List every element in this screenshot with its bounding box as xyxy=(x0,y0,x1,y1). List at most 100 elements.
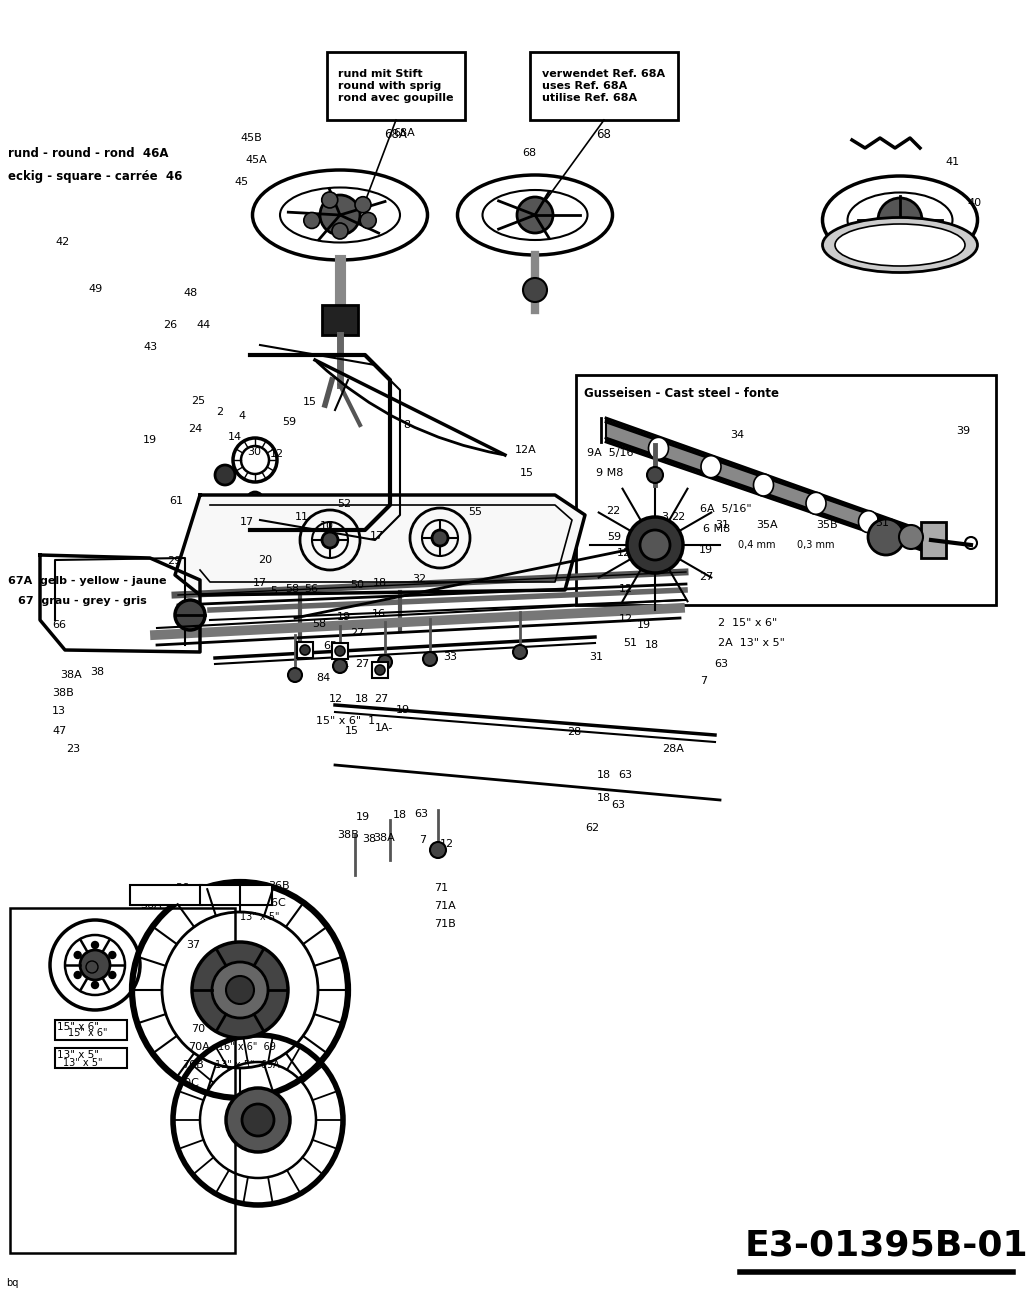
Circle shape xyxy=(423,652,437,666)
Text: 12: 12 xyxy=(329,695,343,704)
Circle shape xyxy=(333,658,347,673)
Text: 7: 7 xyxy=(419,835,426,846)
Circle shape xyxy=(192,942,288,1038)
Text: 63: 63 xyxy=(414,809,428,818)
Text: 70: 70 xyxy=(191,1024,205,1034)
Ellipse shape xyxy=(823,217,977,272)
Text: 40: 40 xyxy=(967,198,981,208)
Circle shape xyxy=(74,951,82,958)
Text: 0,4 mm: 0,4 mm xyxy=(738,540,775,550)
Text: 44: 44 xyxy=(196,320,211,330)
Text: 9A  5/16": 9A 5/16" xyxy=(587,448,639,458)
Circle shape xyxy=(322,532,338,547)
Ellipse shape xyxy=(835,225,965,266)
Text: 18: 18 xyxy=(393,809,408,820)
Text: 45: 45 xyxy=(234,177,248,187)
Text: 13" x 5": 13" x 5" xyxy=(202,887,244,897)
Text: 6 M8: 6 M8 xyxy=(703,524,731,534)
Polygon shape xyxy=(606,420,921,547)
Circle shape xyxy=(303,213,320,229)
Text: 45A: 45A xyxy=(245,155,266,165)
Circle shape xyxy=(355,196,370,213)
Bar xyxy=(247,510,263,531)
Circle shape xyxy=(332,223,348,239)
Text: 15" x 6": 15" x 6" xyxy=(148,897,188,908)
Text: 2A  13" x 5": 2A 13" x 5" xyxy=(718,638,785,648)
Text: 12: 12 xyxy=(619,615,633,624)
Circle shape xyxy=(300,646,310,655)
Text: eckig - square - carrée  46: eckig - square - carrée 46 xyxy=(8,170,183,183)
Bar xyxy=(372,662,388,678)
Text: bq: bq xyxy=(6,1278,19,1288)
Text: 71A: 71A xyxy=(434,901,456,911)
Bar xyxy=(55,1048,127,1068)
Text: 23: 23 xyxy=(66,744,80,754)
Text: 20: 20 xyxy=(258,555,272,565)
Text: 65: 65 xyxy=(323,642,337,651)
Text: 51: 51 xyxy=(623,638,637,648)
Text: 16" x 6"  69: 16" x 6" 69 xyxy=(218,1042,276,1052)
Text: 29: 29 xyxy=(167,556,182,565)
Text: verwendet Ref. 68A
uses Ref. 68A
utilise Ref. 68A: verwendet Ref. 68A uses Ref. 68A utilise… xyxy=(543,70,666,102)
Text: 2: 2 xyxy=(216,407,223,417)
Text: 36: 36 xyxy=(175,883,189,893)
Text: 30: 30 xyxy=(247,447,261,457)
Text: 28: 28 xyxy=(567,727,581,737)
Text: 18: 18 xyxy=(355,695,369,704)
Text: 25: 25 xyxy=(191,396,205,405)
Text: 38B: 38B xyxy=(52,688,73,698)
Text: 14: 14 xyxy=(228,432,243,442)
Text: 15" x 6"  1: 15" x 6" 1 xyxy=(316,717,375,726)
Text: 63: 63 xyxy=(618,769,632,780)
Circle shape xyxy=(517,198,553,232)
Text: 10: 10 xyxy=(320,522,334,531)
Bar xyxy=(130,886,202,905)
Text: 36B: 36B xyxy=(268,880,290,891)
Circle shape xyxy=(523,278,547,302)
Text: 13: 13 xyxy=(52,706,66,717)
Circle shape xyxy=(868,519,904,555)
Text: 50: 50 xyxy=(350,580,364,590)
Text: 17: 17 xyxy=(370,531,384,541)
Text: 71: 71 xyxy=(434,883,448,893)
Text: 19: 19 xyxy=(637,620,651,630)
Text: 12–: 12– xyxy=(617,547,637,558)
Text: 38B: 38B xyxy=(337,830,359,840)
Text: 42: 42 xyxy=(55,238,69,247)
Circle shape xyxy=(378,655,392,669)
Circle shape xyxy=(322,192,337,208)
Text: 28A: 28A xyxy=(662,744,684,754)
Circle shape xyxy=(640,531,670,560)
Text: 12A: 12A xyxy=(515,445,537,454)
Text: 27: 27 xyxy=(355,658,369,669)
Text: 35B: 35B xyxy=(816,520,838,531)
Text: 8: 8 xyxy=(404,420,410,430)
Text: 6A  5/16": 6A 5/16" xyxy=(700,503,751,514)
Text: 4: 4 xyxy=(238,411,246,421)
Text: 13" x 5": 13" x 5" xyxy=(240,911,280,922)
Circle shape xyxy=(627,516,683,573)
Bar xyxy=(297,642,313,658)
Text: 58: 58 xyxy=(312,618,326,629)
Text: 15" x 6": 15" x 6" xyxy=(132,887,174,897)
Circle shape xyxy=(432,531,448,546)
Bar xyxy=(10,908,235,1254)
Ellipse shape xyxy=(859,511,878,533)
Text: 63: 63 xyxy=(714,658,728,669)
Text: 19: 19 xyxy=(143,435,157,445)
Text: 15" x 6": 15" x 6" xyxy=(57,1022,99,1032)
Ellipse shape xyxy=(753,474,774,496)
Bar xyxy=(200,886,272,905)
Text: 58: 58 xyxy=(285,584,299,594)
Circle shape xyxy=(360,213,377,229)
Text: 41: 41 xyxy=(945,158,959,167)
Circle shape xyxy=(430,842,446,859)
Text: 18: 18 xyxy=(596,769,611,780)
Text: 26: 26 xyxy=(163,320,178,330)
Text: 71B: 71B xyxy=(434,919,456,930)
Text: 68: 68 xyxy=(522,148,537,158)
Text: 62: 62 xyxy=(585,822,600,833)
Text: 55: 55 xyxy=(467,507,482,516)
Text: 2  15" x 6": 2 15" x 6" xyxy=(718,618,777,627)
Text: 59: 59 xyxy=(282,417,296,427)
